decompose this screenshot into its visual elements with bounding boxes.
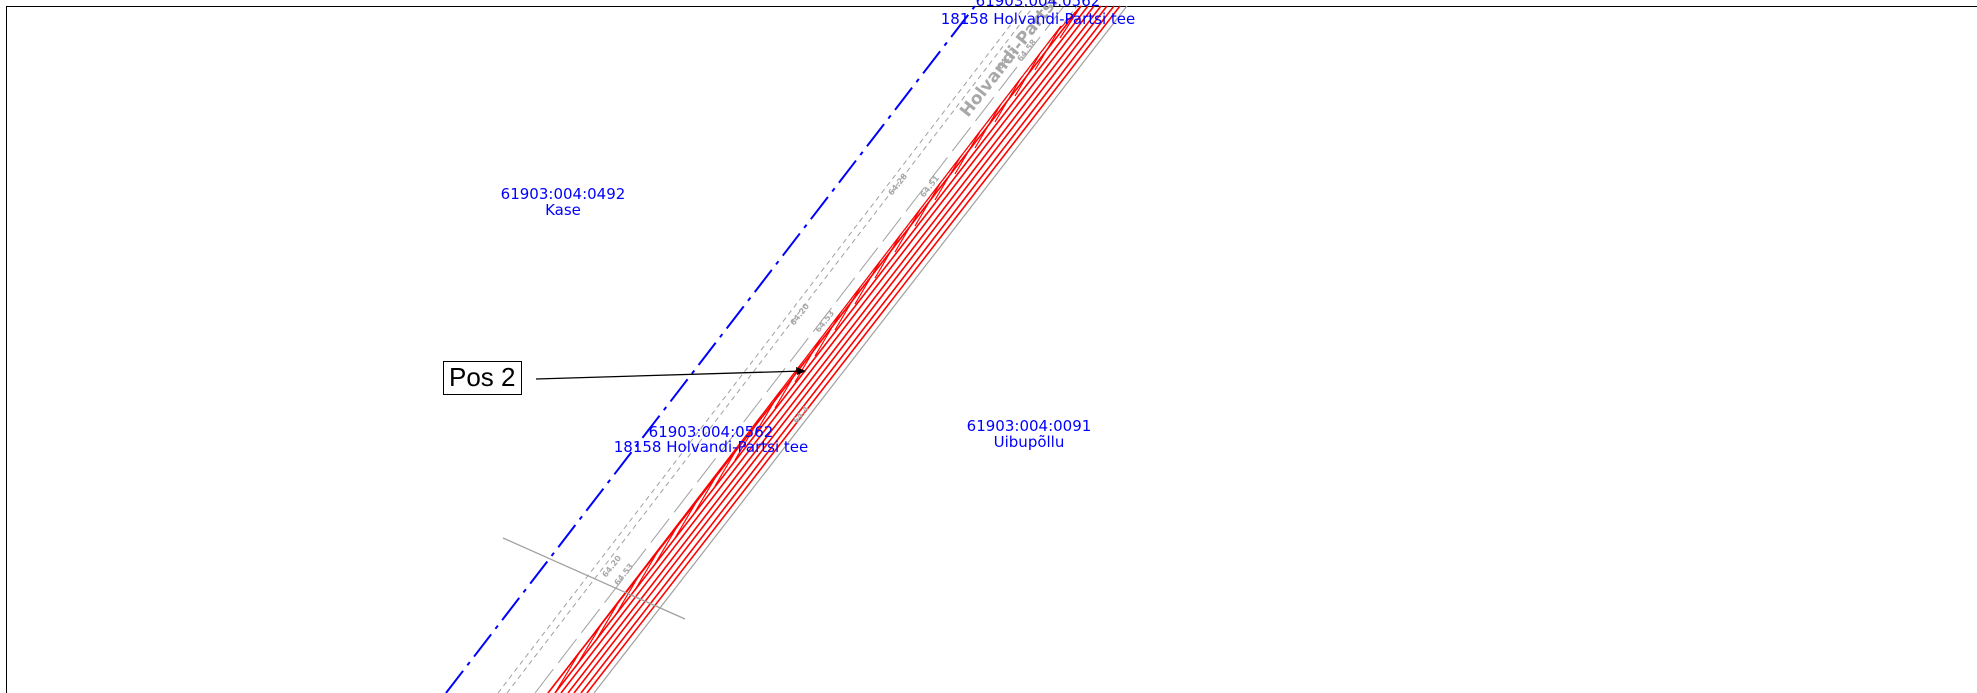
road-hatch-band xyxy=(547,5,1121,693)
parcel-name: Kase xyxy=(545,201,581,219)
parcel-code: 61903:004:0562 xyxy=(976,0,1101,10)
parcel-label-road: 61903:004:0562 18158 Holvandi-Partsi tee xyxy=(614,423,809,456)
callout-arrowhead xyxy=(796,367,806,375)
parcel-label-top: 61903:004:0562 18158 Holvandi-Partsi tee xyxy=(941,0,1136,28)
road-centre-line xyxy=(534,5,1065,693)
map-frame xyxy=(6,6,1977,693)
road-edge-line xyxy=(497,5,1026,693)
road-hatch-crossing xyxy=(547,5,1082,693)
parcel-label-uibupollu: 61903:004:0091 Uibupõllu xyxy=(967,417,1092,451)
parcel-name: Uibupõllu xyxy=(994,433,1065,451)
parcel-name: 18158 Holvandi-Partsi tee xyxy=(941,10,1136,28)
elevation-label: 64.28 xyxy=(886,171,909,197)
parcel-label-kase: 61903:004:0492 Kase xyxy=(501,185,626,219)
position-callout-label: Pos 2 xyxy=(449,362,516,392)
callout-leader-line xyxy=(535,370,804,380)
gray-annotations: Holvandi-Partsi 64.22 64.58 64.28 64.51 … xyxy=(600,0,1062,587)
cross-section-line xyxy=(502,537,686,620)
parcel-code: 61903:004:0091 xyxy=(967,417,1092,435)
elevation-label: 64.20 xyxy=(788,301,811,327)
position-callout-box: Pos 2 xyxy=(443,361,522,395)
parcel-code: 61903:004:0492 xyxy=(501,185,626,203)
road-outer-edge xyxy=(593,5,1128,693)
elevation-label: 64.53 xyxy=(813,309,836,334)
parcel-boundary-line xyxy=(445,5,976,693)
parcel-code: 61903:004:0562 xyxy=(649,423,774,441)
parcel-name: 18158 Holvandi-Partsi tee xyxy=(614,438,809,456)
